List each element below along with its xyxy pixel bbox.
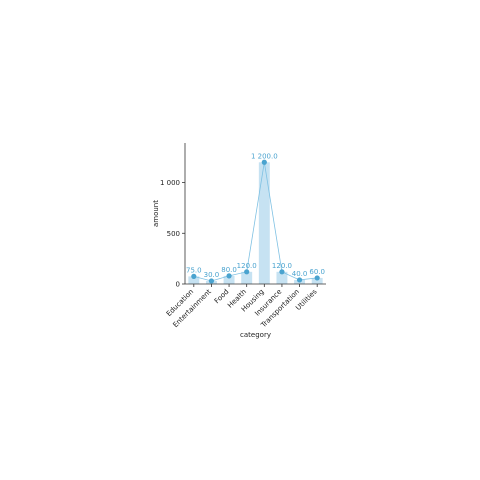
data-label-education: 75.0 xyxy=(186,266,202,274)
bar-housing xyxy=(258,162,270,284)
marker-housing xyxy=(261,159,267,165)
marker-entertainment xyxy=(208,278,215,284)
data-label-entertainment: 30.0 xyxy=(204,271,220,279)
series-line xyxy=(193,162,318,282)
y-tick-label: 0 xyxy=(176,281,180,289)
y-axis-title: amount xyxy=(152,200,160,227)
bar-insurance xyxy=(276,271,288,284)
data-label-utilities: 60.0 xyxy=(309,268,325,276)
data-label-food: 80.0 xyxy=(221,266,237,274)
bar-education xyxy=(188,276,200,284)
bar-utilities xyxy=(311,277,323,284)
bar-health xyxy=(241,271,253,284)
marker-food xyxy=(226,273,232,279)
data-label-housing: 1 200.0 xyxy=(251,152,278,160)
x-axis-title: category xyxy=(240,331,271,339)
marker-transportation xyxy=(296,277,303,283)
marker-insurance xyxy=(279,269,285,275)
marker-education xyxy=(191,273,197,279)
bar-food xyxy=(223,275,235,284)
line-series-group xyxy=(193,162,318,282)
marker-health xyxy=(244,269,250,275)
data-label-health: 120.0 xyxy=(237,262,257,270)
y-tick-label: 500 xyxy=(167,230,180,238)
data-label-insurance: 120.0 xyxy=(272,262,292,270)
markers-group xyxy=(191,159,320,284)
data-label-transportation: 40.0 xyxy=(292,270,308,278)
marker-utilities xyxy=(314,275,320,281)
y-tick-label: 1 000 xyxy=(160,179,180,187)
